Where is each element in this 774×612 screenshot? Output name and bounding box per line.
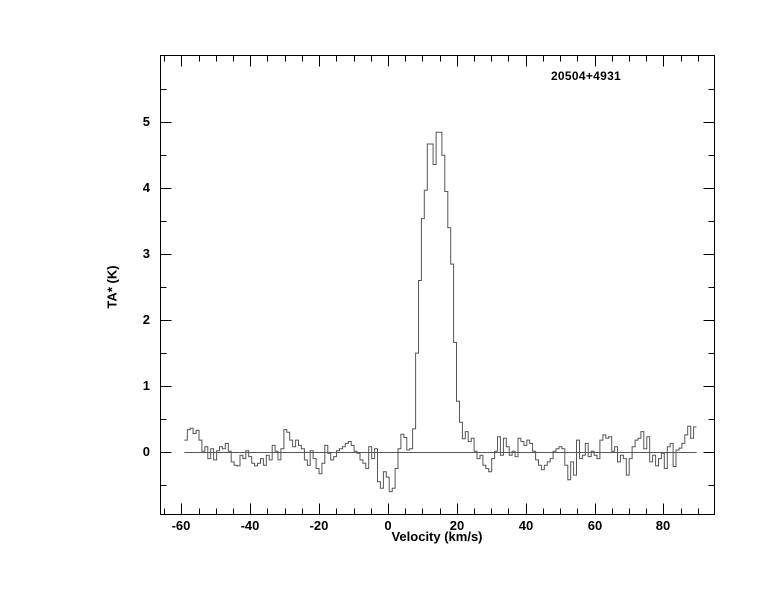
x-tick-label: 0 xyxy=(384,518,392,533)
x-tick-label: 40 xyxy=(518,518,534,533)
y-tick-label: 5 xyxy=(142,114,150,129)
x-tick-label: -40 xyxy=(240,518,260,533)
y-tick-label: 2 xyxy=(142,312,150,327)
y-tick-label: 0 xyxy=(142,444,150,459)
y-tick-label: 4 xyxy=(142,180,150,195)
x-tick-label: 60 xyxy=(587,518,603,533)
x-tick-label: 80 xyxy=(655,518,671,533)
source-label: 20504+4931 xyxy=(550,69,622,83)
y-tick-label: 1 xyxy=(142,378,150,393)
spectrum-trace xyxy=(184,131,697,493)
x-tick-label: -20 xyxy=(309,518,329,533)
x-tick-label: -60 xyxy=(171,518,191,533)
y-tick-label: 3 xyxy=(142,246,150,261)
x-axis-label: Velocity (km/s) xyxy=(391,529,483,544)
y-axis-label: TA* (K) xyxy=(104,265,120,309)
x-tick-label: 20 xyxy=(449,518,465,533)
